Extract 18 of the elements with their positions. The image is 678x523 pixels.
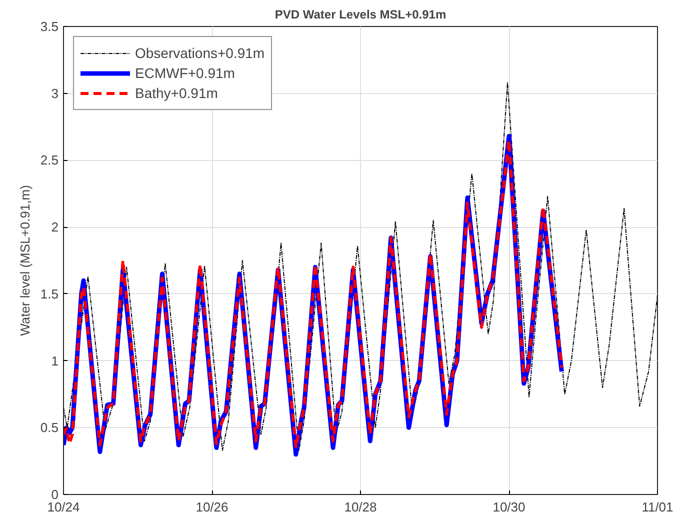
x-tick-label: 10/28 (344, 500, 377, 514)
y-tick-label: 1 (51, 353, 59, 368)
y-tick-label: 1.5 (40, 286, 59, 302)
y-axis-title: Water level (MSL+0.91,m) (17, 185, 32, 336)
y-tick-label: 2 (51, 220, 59, 235)
x-tick-label: 10/30 (492, 500, 526, 514)
y-tick-label: 0.5 (40, 420, 59, 436)
y-tick-label: 0 (51, 487, 59, 502)
y-tick-label: 2.5 (40, 152, 59, 168)
y-tick-label: 3.5 (40, 19, 59, 34)
y-tick-label: 3 (51, 86, 59, 101)
x-tick-label: 10/24 (47, 500, 80, 514)
chart-title: PVD Water Levels MSL+0.91m (274, 8, 446, 22)
legend-label: Bathy+0.91m (135, 85, 218, 101)
x-tick-label: 10/26 (196, 500, 228, 514)
legend-label: Observations+0.91m (135, 45, 265, 61)
x-tick-label: 11/01 (642, 500, 674, 514)
legend-label: ECMWF+0.91m (135, 65, 235, 81)
